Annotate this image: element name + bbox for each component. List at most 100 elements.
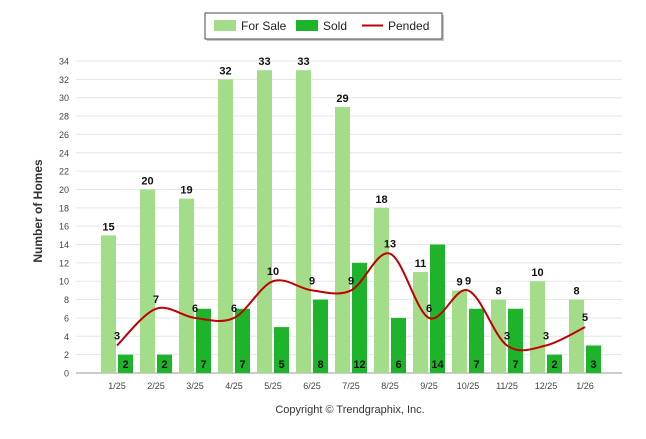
x-tick-label: 7/25 (342, 381, 360, 391)
legend-swatch-for-sale (214, 20, 236, 31)
bar-sold (118, 354, 133, 373)
bar-sold (586, 345, 601, 373)
y-tick-label: 14 (59, 240, 69, 250)
data-label-pended: 7 (153, 294, 159, 306)
data-label-for-sale: 10 (531, 267, 543, 279)
y-tick-label: 20 (59, 185, 69, 195)
data-label-pended: 6 (231, 303, 237, 315)
data-label-pended: 3 (543, 330, 549, 342)
y-tick-label: 4 (64, 332, 69, 342)
y-tick-label: 24 (59, 148, 69, 158)
data-label-pended: 3 (114, 330, 120, 342)
data-labels-layer: 1522021973273353382912186111497871028337… (102, 56, 596, 371)
data-label-pended: 9 (348, 275, 354, 287)
x-tick-label: 1/25 (108, 381, 126, 391)
data-label-sold: 12 (353, 359, 365, 371)
data-label-sold: 6 (395, 359, 401, 371)
bar-for-sale (257, 70, 272, 374)
x-tick-label: 1/26 (576, 381, 594, 391)
copyright-footer: Copyright © Trendgraphix, Inc. (275, 404, 424, 416)
bar-for-sale (374, 207, 389, 373)
legend-label-for-sale: For Sale (241, 19, 287, 33)
data-label-sold: 5 (278, 359, 284, 371)
y-tick-label: 10 (59, 277, 69, 287)
pended-line (116, 252, 586, 352)
bar-for-sale (218, 79, 233, 374)
y-tick-label: 18 (59, 203, 69, 213)
x-tick-label: 6/25 (303, 381, 321, 391)
legend-box (204, 12, 443, 40)
pended-line-layer (116, 252, 586, 352)
y-tick-label: 0 (64, 369, 69, 379)
data-label-sold: 3 (590, 359, 596, 371)
bar-sold (508, 308, 523, 373)
x-tick-label: 9/25 (420, 381, 438, 391)
bar-for-sale (335, 106, 350, 373)
data-label-pended: 9 (465, 275, 471, 287)
y-tick-label: 28 (59, 112, 69, 122)
bar-for-sale (569, 299, 584, 373)
y-axis-label: Number of Homes (31, 159, 45, 263)
y-tick-label: 34 (59, 57, 69, 67)
x-tick-label: 3/25 (186, 381, 204, 391)
x-tick-label: 5/25 (264, 381, 282, 391)
data-label-sold: 7 (200, 359, 206, 371)
bar-sold (313, 299, 328, 373)
y-tick-label: 32 (59, 75, 69, 85)
legend-swatch-sold (296, 20, 318, 31)
y-tick-label: 26 (59, 130, 69, 140)
bar-sold (157, 354, 172, 373)
data-label-pended: 3 (504, 330, 510, 342)
bar-sold (235, 308, 250, 373)
x-tick-label: 4/25 (225, 381, 243, 391)
bar-for-sale (452, 290, 467, 373)
data-label-for-sale: 11 (415, 258, 427, 270)
bar-sold (274, 327, 289, 373)
x-tick-label: 12/25 (535, 381, 558, 391)
data-label-for-sale: 15 (102, 221, 114, 233)
bar-for-sale (530, 281, 545, 373)
bar-sold (391, 317, 406, 373)
x-tick-label: 11/25 (496, 381, 518, 391)
bar-for-sale (179, 198, 194, 373)
data-label-for-sale: 32 (219, 65, 231, 77)
bar-for-sale (413, 272, 428, 373)
bars-layer (101, 70, 601, 374)
legend-label-pended: Pended (388, 19, 429, 33)
data-label-pended: 6 (192, 303, 198, 315)
data-label-sold: 2 (551, 359, 557, 371)
y-tick-label: 16 (59, 222, 69, 232)
bar-for-sale (140, 189, 155, 373)
data-label-pended: 10 (267, 266, 279, 278)
data-label-for-sale: 33 (297, 56, 309, 68)
y-tick-label: 12 (59, 258, 69, 268)
x-axis-ticks: 1/25 2/25 3/25 4/25 5/25 6/25 7/25 8/25 9/25 10/2… (108, 381, 594, 391)
x-tick-label: 8/25 (381, 381, 399, 391)
y-tick-label: 2 (64, 350, 69, 360)
bar-sold (352, 262, 367, 373)
y-tick-label: 6 (64, 313, 69, 323)
bar-sold (547, 354, 562, 373)
data-label-sold: 2 (122, 359, 128, 371)
data-label-sold: 7 (473, 359, 479, 371)
data-label-for-sale: 8 (495, 286, 501, 298)
bar-sold (196, 308, 211, 373)
legend: For Sale Sold Pended (204, 12, 444, 41)
bar-sold (430, 244, 445, 373)
data-label-for-sale: 9 (456, 276, 462, 288)
data-label-pended: 5 (582, 312, 588, 324)
bar-for-sale (101, 235, 116, 373)
data-label-for-sale: 29 (336, 93, 348, 105)
data-label-pended: 13 (384, 239, 396, 251)
data-label-for-sale: 18 (375, 194, 387, 206)
y-tick-label: 8 (64, 295, 69, 305)
data-label-pended: 6 (426, 303, 432, 315)
data-label-for-sale: 20 (141, 175, 153, 187)
data-label-sold: 7 (512, 359, 518, 371)
data-label-for-sale: 19 (180, 185, 192, 197)
x-tick-label: 10/25 (457, 381, 480, 391)
bar-sold (469, 308, 484, 373)
